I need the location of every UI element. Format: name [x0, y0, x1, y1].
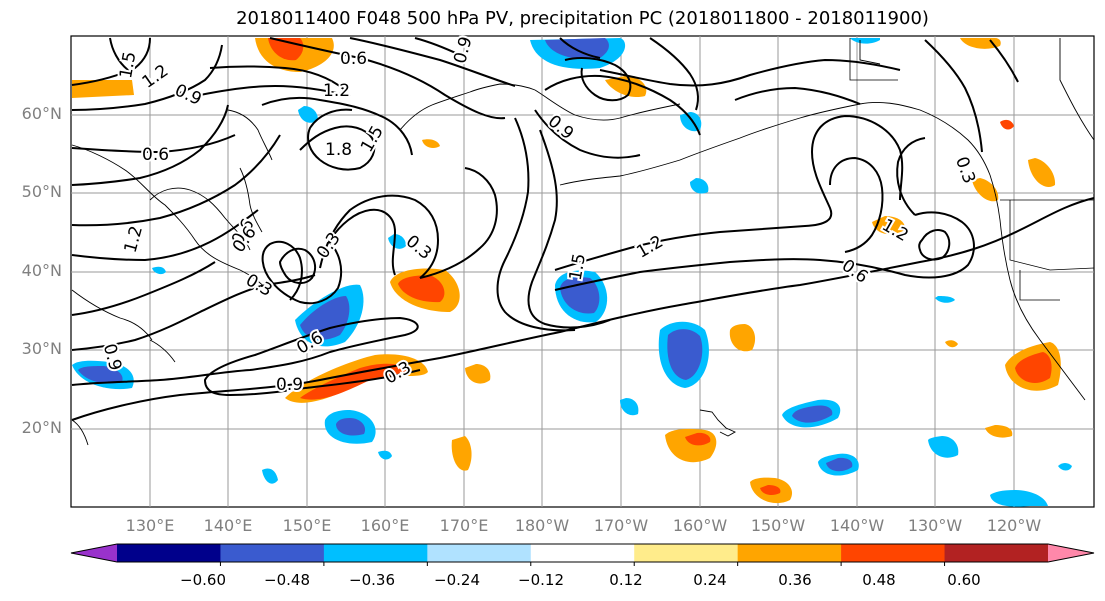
precip-blob [826, 457, 853, 472]
precip-blob [398, 275, 445, 303]
precip-blob [300, 296, 350, 340]
precip-blob [620, 398, 639, 416]
precip-blob [78, 366, 123, 384]
contour-label: 0.6 [142, 145, 169, 165]
precip-blob [1000, 119, 1014, 130]
precip-blob [872, 216, 906, 235]
lon-label: 140°E [203, 516, 253, 535]
lon-label: 130°E [125, 516, 175, 535]
precip-blob [72, 80, 134, 98]
colorbar-tick-label: 0.36 [778, 571, 812, 589]
lon-label: 150°E [282, 516, 332, 535]
lat-label-60n: 60°N [21, 104, 62, 123]
lon-label: 140°W [829, 516, 885, 535]
lon-label: 160°W [672, 516, 728, 535]
lon-label: 170°E [439, 516, 489, 535]
colorbar-segment [427, 544, 532, 562]
chart-title: 2018011400 F048 500 hPa PV, precipitatio… [236, 8, 929, 29]
colorbar-tick-label: 0.12 [609, 571, 643, 589]
colorbar-outline [70, 543, 1095, 563]
borders [849, 38, 1095, 301]
precip-blob [262, 468, 278, 484]
contour-label: 0.6 [340, 49, 367, 69]
colorbar-extend-min [71, 544, 117, 562]
precip-blob [152, 266, 166, 275]
contour-label: 1.2 [323, 81, 350, 101]
precip-blob [545, 38, 609, 60]
colorbar-tick-label: 0.24 [693, 571, 727, 589]
lat-label-20n: 20°N [21, 418, 62, 437]
precip-blob [985, 425, 1013, 438]
lat-label-50n: 50°N [21, 182, 62, 201]
precip-blob [1058, 463, 1072, 471]
colorbar-segment [323, 544, 428, 562]
precip-blob [729, 324, 756, 352]
colorbar-tick-label: −0.12 [518, 571, 564, 589]
colorbar-segment [634, 544, 739, 562]
precip-blobs [72, 38, 1072, 507]
lon-label: 180°W [514, 516, 570, 535]
colorbar-ticks [219, 562, 946, 566]
colorbar-tick-label: −0.24 [434, 571, 480, 589]
precip-blob [1028, 158, 1056, 188]
contour-label: 0.9 [276, 375, 303, 395]
lon-label: 160°E [360, 516, 410, 535]
coastlines [71, 38, 1095, 446]
precip-blob [685, 432, 711, 446]
precip-blob [298, 106, 318, 123]
colorbar-segment [841, 544, 946, 562]
precip-blob [422, 139, 440, 148]
lon-label: 130°W [907, 516, 963, 535]
colorbar-segment [530, 544, 635, 562]
contour-label: 1.8 [325, 140, 352, 160]
precip-blob [928, 436, 959, 458]
precip-blob [451, 436, 472, 471]
precip-blob [1015, 352, 1052, 383]
colorbar-tick-label: −0.48 [264, 571, 310, 589]
colorbar-extend-max [1048, 544, 1094, 562]
lat-label-30n: 30°N [21, 339, 62, 358]
precip-blob [760, 485, 781, 496]
lon-label: 150°W [750, 516, 806, 535]
gridlines [71, 36, 1094, 507]
precip-blob [465, 364, 491, 384]
precip-blob [792, 405, 833, 423]
lon-label: 120°W [986, 516, 1042, 535]
precip-blob [605, 76, 647, 98]
precip-blob [972, 178, 999, 202]
colorbar-tick-label: 0.48 [862, 571, 896, 589]
precip-blob [378, 450, 392, 460]
precip-blob [850, 38, 880, 44]
precip-blob [990, 490, 1048, 507]
precip-blob [690, 178, 709, 194]
precip-blob [935, 296, 955, 303]
colorbar-tick-label: 0.60 [947, 571, 981, 589]
lon-label: 170°W [593, 516, 649, 535]
pv-contours [71, 37, 1095, 421]
precip-blob [945, 340, 958, 348]
colorbar-segment [117, 544, 221, 562]
colorbar-segment [944, 544, 1049, 562]
colorbar-segments [71, 544, 1094, 562]
colorbar-segment [220, 544, 325, 562]
precip-blob [667, 329, 703, 380]
precip-blob [388, 234, 406, 249]
precip-blob [336, 418, 366, 436]
lat-label-40n: 40°N [21, 261, 62, 280]
colorbar-segment [737, 544, 842, 562]
colorbar-tick-label: −0.36 [349, 571, 395, 589]
colorbar-tick-label: −0.60 [180, 571, 226, 589]
contour-label: 1.5 [116, 50, 140, 80]
